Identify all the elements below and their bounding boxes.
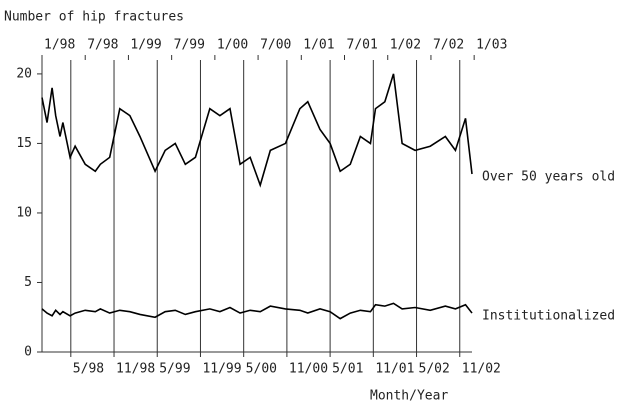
x-top-tick-label: 1/03 — [476, 38, 507, 53]
x-tick-label: 11/98 — [116, 362, 155, 377]
x-tick-label: 11/02 — [462, 362, 501, 377]
x-top-tick-label: 7/00 — [260, 38, 291, 53]
x-tick-label: 5/01 — [332, 362, 363, 377]
y-tick-label: 20 — [16, 66, 32, 81]
y-tick-label: 5 — [24, 275, 32, 290]
series-label: Over 50 years old — [482, 170, 615, 185]
y-tick-label: 10 — [16, 205, 32, 220]
x-top-tick-label: 7/02 — [433, 38, 464, 53]
x-top-tick-label: 1/01 — [303, 38, 334, 53]
x-tick-label: 11/99 — [202, 362, 241, 377]
x-top-tick-label: 7/01 — [347, 38, 378, 53]
series-label: Institutionalized — [482, 309, 615, 324]
y-tick-label: 0 — [24, 345, 32, 360]
series-line — [41, 73, 473, 188]
x-tick-label: 5/98 — [73, 362, 104, 377]
x-tick-label: 5/99 — [159, 362, 190, 377]
x-top-tick-label: 1/98 — [44, 38, 75, 53]
x-top-tick-label: 1/99 — [130, 38, 161, 53]
series-line — [41, 302, 473, 320]
x-top-tick-label: 1/00 — [217, 38, 248, 53]
y-axis-label: Number of hip fractures — [4, 10, 184, 25]
x-tick-label: 11/00 — [289, 362, 328, 377]
x-top-tick-label: 1/02 — [390, 38, 421, 53]
x-tick-label: 11/01 — [375, 362, 414, 377]
x-top-tick-label: 7/98 — [87, 38, 118, 53]
x-top-tick-label: 7/99 — [174, 38, 205, 53]
x-tick-label: 5/02 — [419, 362, 450, 377]
x-tick-label: 5/00 — [246, 362, 277, 377]
x-axis-label: Month/Year — [370, 389, 448, 403]
y-tick-label: 15 — [16, 136, 32, 151]
